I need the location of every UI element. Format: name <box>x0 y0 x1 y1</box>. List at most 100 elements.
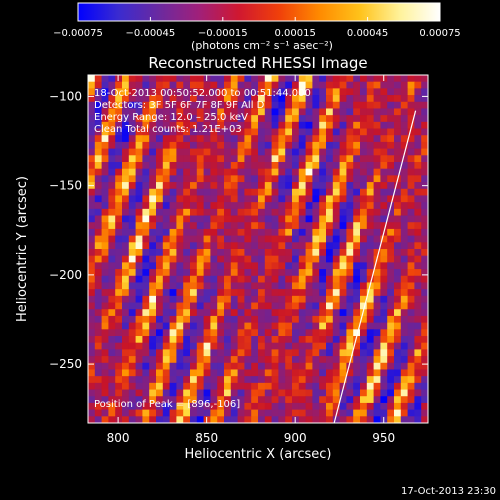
heatmap-cell <box>366 389 374 397</box>
heatmap-cell <box>217 342 225 350</box>
heatmap-cell <box>298 336 306 344</box>
heatmap-cell <box>360 356 368 364</box>
heatmap-cell <box>387 108 395 116</box>
heatmap-cell <box>210 228 218 237</box>
heatmap-cell <box>278 336 286 344</box>
colorbar-tick-label: −0.00075 <box>53 28 103 39</box>
heatmap-cell <box>319 322 327 330</box>
heatmap-cell <box>88 235 96 243</box>
heatmap-cell <box>326 81 334 89</box>
heatmap-cell <box>346 141 354 150</box>
heatmap-cell <box>360 215 368 223</box>
heatmap-cell <box>258 162 266 170</box>
heatmap-cell <box>169 208 177 216</box>
heatmap-cell <box>258 416 266 423</box>
heatmap-cell <box>135 195 143 203</box>
heatmap-cell <box>244 342 252 350</box>
heatmap-cell <box>258 141 266 150</box>
heatmap-cell <box>421 315 428 324</box>
heatmap-cell <box>366 215 374 223</box>
heatmap-cell <box>387 242 395 250</box>
heatmap-cell <box>210 148 218 156</box>
heatmap-cell <box>244 188 252 196</box>
heatmap-cell <box>326 242 334 250</box>
heatmap-cell <box>162 342 170 350</box>
heatmap-cell <box>217 356 225 364</box>
heatmap-cell <box>108 208 116 216</box>
heatmap-cell <box>230 289 238 297</box>
heatmap-cell <box>149 309 157 317</box>
heatmap-cell <box>278 269 286 277</box>
heatmap-cell <box>332 101 340 109</box>
heatmap-cell <box>88 108 96 116</box>
heatmap-cell <box>128 356 136 364</box>
heatmap-cell <box>264 402 272 411</box>
heatmap-cell <box>271 75 279 83</box>
heatmap-cell <box>326 315 334 324</box>
heatmap-cell <box>183 362 191 370</box>
heatmap-cell <box>108 402 116 411</box>
heatmap-cell <box>108 416 116 423</box>
heatmap-cell <box>305 141 313 150</box>
heatmap-cell <box>346 95 354 103</box>
heatmap-cell <box>332 255 340 263</box>
heatmap-cell <box>414 269 422 277</box>
heatmap-cell <box>285 262 293 270</box>
heatmap-cell <box>230 81 238 89</box>
heatmap-cell <box>407 162 415 170</box>
heatmap-cell <box>373 75 381 83</box>
heatmap-cell <box>292 215 300 223</box>
heatmap-cell <box>400 315 408 324</box>
heatmap-cell <box>217 182 225 190</box>
heatmap-cell <box>264 382 272 390</box>
heatmap-cell <box>128 322 136 330</box>
heatmap-cell <box>373 141 381 150</box>
heatmap-cell <box>421 228 428 237</box>
heatmap-cell <box>217 208 225 216</box>
heatmap-cell <box>196 289 204 297</box>
heatmap-cell <box>285 121 293 129</box>
heatmap-cell <box>251 182 259 190</box>
heatmap-cell <box>142 75 150 83</box>
heatmap-cell <box>346 282 354 290</box>
heatmap-cell <box>278 235 286 243</box>
heatmap-cell <box>292 95 300 103</box>
heatmap-cell <box>264 141 272 150</box>
heatmap-cell <box>278 208 286 216</box>
heatmap-cell <box>264 208 272 216</box>
heatmap-cell <box>224 309 232 317</box>
heatmap-cell <box>183 289 191 297</box>
heatmap-cell <box>353 282 361 290</box>
heatmap-cell <box>394 121 402 129</box>
heatmap-cell <box>122 101 130 109</box>
heatmap-cell <box>108 162 116 170</box>
heatmap-cell <box>271 115 279 123</box>
heatmap-cell <box>183 235 191 243</box>
heatmap-cell <box>407 329 415 337</box>
heatmap-cell <box>387 128 395 136</box>
heatmap-cell <box>135 235 143 243</box>
heatmap-cell <box>353 269 361 277</box>
heatmap-cell <box>414 141 422 150</box>
heatmap-cell <box>169 282 177 290</box>
heatmap-cell <box>94 402 102 411</box>
heatmap-cell <box>135 148 143 156</box>
heatmap-cell <box>94 249 102 257</box>
heatmap-cell <box>217 195 225 203</box>
heatmap-cell <box>135 128 143 136</box>
heatmap-cell <box>339 269 347 277</box>
heatmap-cell <box>292 336 300 344</box>
heatmap-cell <box>203 295 211 303</box>
heatmap-cell <box>380 255 388 263</box>
heatmap-cell <box>176 282 184 290</box>
heatmap-cell <box>319 376 327 384</box>
heatmap-cell <box>400 215 408 223</box>
heatmap-cell <box>142 88 150 96</box>
heatmap-cell <box>128 75 136 83</box>
heatmap-cell <box>298 88 306 96</box>
heatmap-cell <box>326 155 334 163</box>
heatmap-cell <box>339 416 347 423</box>
heatmap-cell <box>162 168 170 176</box>
heatmap-cell <box>88 128 96 136</box>
heatmap-cell <box>278 322 286 330</box>
